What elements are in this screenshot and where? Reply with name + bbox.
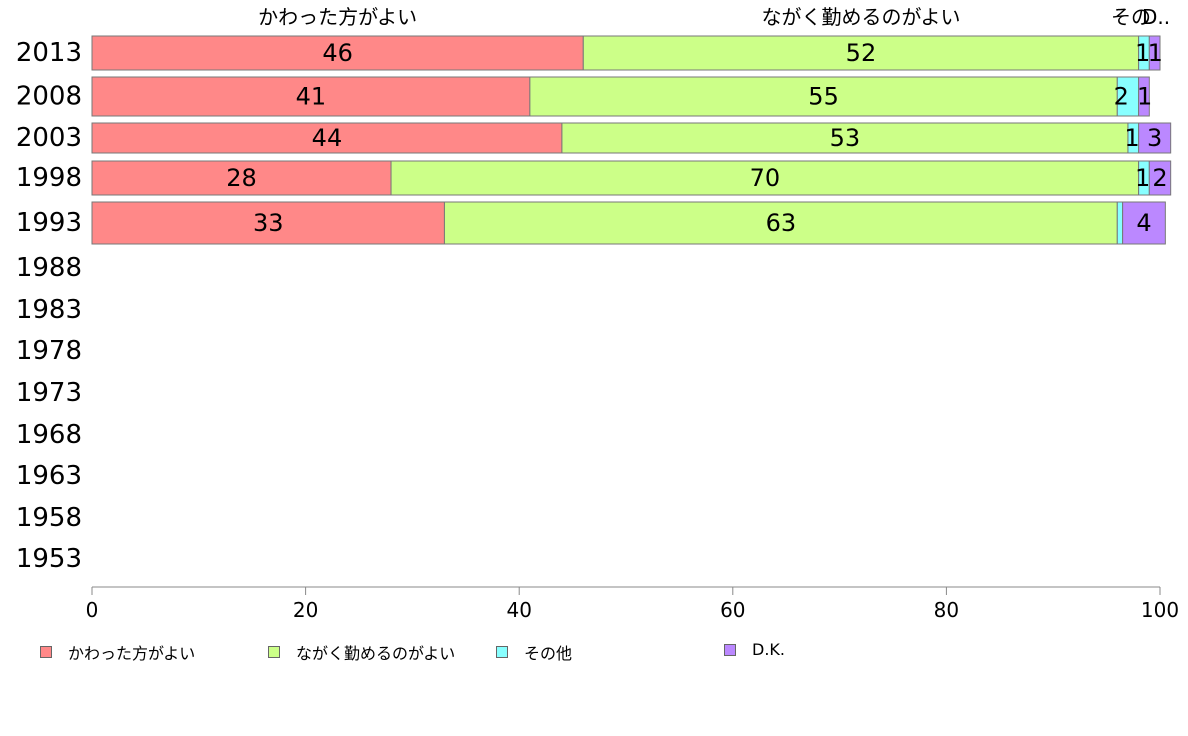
category-label: 1958 (16, 503, 82, 533)
category-label: 1993 (16, 208, 82, 238)
bar-segment (91, 35, 584, 71)
category-label: 1968 (16, 420, 82, 450)
legend-swatch (724, 643, 736, 656)
data-label: 70 (750, 164, 781, 192)
data-label: 1 (1137, 83, 1152, 111)
bar-segment (1116, 201, 1124, 245)
category-label: 2013 (16, 38, 82, 68)
data-label: 28 (226, 164, 257, 192)
legend-item: その他 (496, 640, 572, 664)
data-label: 52 (846, 39, 877, 67)
legend-item: ながく勤めるのがよい (268, 640, 455, 664)
legend-swatch (496, 646, 508, 658)
x-tick-label: 60 (720, 598, 745, 622)
legend-label: ながく勤めるのがよい (296, 644, 456, 663)
bar-segment (1148, 35, 1161, 71)
top-label: かわった方がよい (258, 5, 417, 29)
chart-legend: かわった方がよい ながく勤めるのがよい その他 D.K. (40, 640, 1140, 664)
data-label: 63 (766, 209, 797, 237)
bar-segment (1122, 201, 1166, 245)
category-label: 1963 (16, 461, 82, 491)
data-label: 41 (296, 83, 327, 111)
data-label: 3 (1147, 124, 1162, 152)
legend-label: その他 (524, 644, 573, 663)
x-tick-label: 40 (506, 598, 531, 622)
bar-segment (1138, 122, 1172, 154)
bar-segment (1138, 76, 1150, 117)
top-label: D.. (1142, 5, 1170, 29)
legend-label: D.K. (752, 640, 785, 659)
data-label: 2 (1152, 164, 1167, 192)
legend-item: D.K. (724, 640, 785, 659)
x-tick-label: 20 (293, 598, 318, 622)
top-label: その (1111, 5, 1151, 29)
category-label: 1998 (16, 163, 82, 193)
category-label: 1978 (16, 336, 82, 366)
bar-segment (1148, 160, 1172, 196)
legend-item: かわった方がよい (40, 640, 195, 664)
data-label: 33 (253, 209, 284, 237)
data-label: 4 (1136, 209, 1151, 237)
bar-segment (91, 160, 392, 196)
data-label: 44 (312, 124, 343, 152)
bar-segment (443, 201, 1118, 245)
category-label: 1988 (16, 253, 82, 283)
data-label: 1 (1135, 164, 1150, 192)
data-label: 53 (830, 124, 861, 152)
x-tick-label: 100 (1141, 598, 1179, 622)
data-label: 46 (322, 39, 353, 67)
bar-segment (390, 160, 1140, 196)
category-label: 1953 (16, 544, 82, 574)
legend-label: かわった方がよい (68, 644, 196, 663)
x-tick-label: 0 (86, 598, 99, 622)
legend-swatch (268, 646, 280, 658)
category-label: 2008 (16, 82, 82, 112)
category-label: 1973 (16, 378, 82, 408)
category-label: 2003 (16, 123, 82, 153)
data-label: 1 (1148, 39, 1163, 67)
top-label: ながく勤めるのがよい (761, 5, 960, 29)
legend-swatch (40, 646, 52, 658)
bar-segment (582, 35, 1140, 71)
category-label: 1983 (16, 295, 82, 325)
data-label: 1 (1135, 39, 1150, 67)
data-label: 1 (1124, 124, 1139, 152)
data-label: 55 (808, 83, 839, 111)
bar-segment (91, 201, 445, 245)
data-label: 2 (1114, 83, 1129, 111)
x-tick-label: 80 (934, 598, 959, 622)
